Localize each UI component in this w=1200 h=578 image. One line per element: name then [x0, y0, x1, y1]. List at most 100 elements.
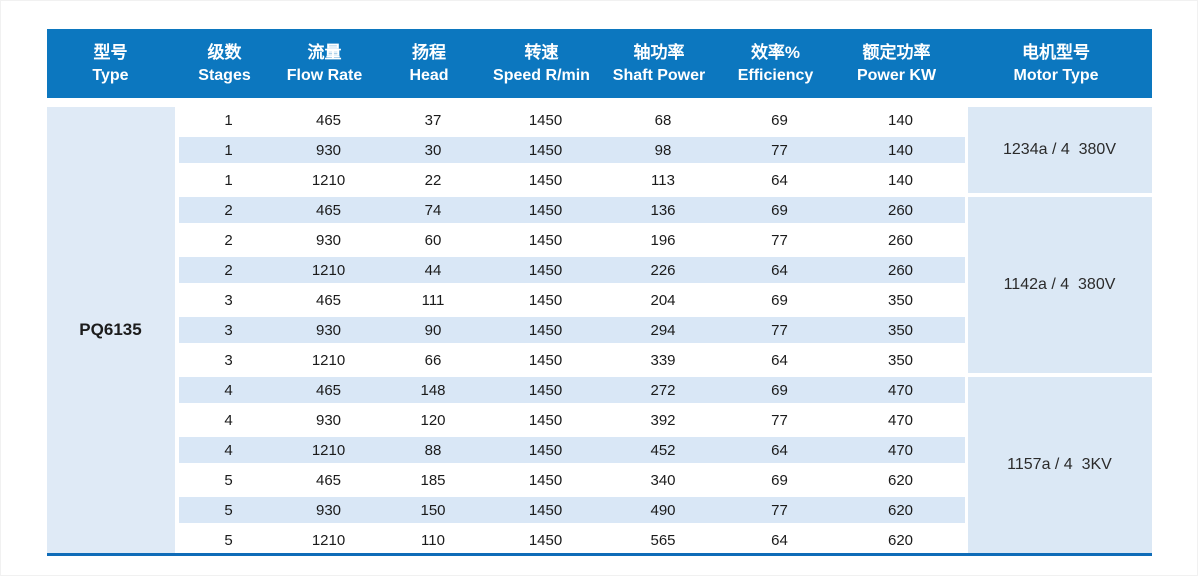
column-header-head: 扬程 Head: [375, 29, 484, 98]
table-row: 1 1210 22 1450 113 64 140: [178, 167, 965, 193]
cell-power-kw: 260: [887, 261, 914, 279]
cell-speed: 1450: [528, 201, 563, 219]
cell-power-kw: 140: [887, 141, 914, 159]
cell-shaft-power: 98: [654, 141, 672, 159]
column-header-efficiency: 效率% Efficiency: [719, 29, 833, 98]
cell-stages: 4: [224, 411, 233, 429]
cell-stages: 1: [224, 171, 233, 189]
cell-efficiency: 69: [771, 471, 788, 489]
cell-stages: 1: [224, 141, 233, 159]
cell-shaft-power: 392: [650, 411, 676, 429]
cell-stages: 2: [224, 261, 233, 279]
cell-flow-rate: 465: [315, 111, 342, 129]
cell-power-kw: 350: [887, 321, 914, 339]
motor-type-cell: 1157a / 4 3KV: [967, 377, 1152, 553]
column-header-zh: 电机型号: [1022, 42, 1090, 62]
table-row: 5 465 185 1450 340 69 620: [178, 467, 965, 493]
column-header-stages: 级数 Stages: [175, 29, 275, 98]
column-header-zh: 级数: [207, 42, 242, 62]
cell-stages: 2: [224, 201, 233, 219]
cell-shaft-power: 339: [650, 351, 676, 369]
cell-power-kw: 620: [887, 501, 914, 519]
table-row: 3 930 90 1450 294 77 350: [178, 317, 965, 343]
column-header-zh: 轴功率: [633, 42, 685, 62]
cell-flow-rate: 465: [315, 471, 342, 489]
cell-stages: 4: [224, 381, 233, 399]
column-header-en: Power KW: [856, 66, 937, 84]
cell-head: 74: [424, 201, 442, 219]
cell-flow-rate: 930: [315, 321, 342, 339]
column-header-zh: 型号: [93, 42, 128, 62]
motor-type-column: 1234a / 4 380V 1142a / 4 380V 1157a / 4 3K…: [964, 107, 1152, 553]
cell-power-kw: 260: [887, 201, 914, 219]
cell-efficiency: 64: [771, 171, 788, 189]
cell-head: 150: [420, 501, 446, 519]
cell-shaft-power: 136: [650, 201, 676, 219]
cell-flow-rate: 930: [315, 141, 342, 159]
column-header-motor-type: 电机型号 Motor Type: [961, 29, 1152, 98]
cell-power-kw: 260: [887, 231, 914, 249]
cell-power-kw: 140: [887, 171, 914, 189]
cell-shaft-power: 340: [650, 471, 676, 489]
table-row: 3 1210 66 1450 339 64 350: [178, 347, 965, 373]
column-header-speed-r-min: 转速 Speed R/min: [484, 29, 600, 98]
table-row: 3 465 111 1450 204 69 350: [178, 287, 965, 313]
cell-head: 37: [424, 111, 442, 129]
cell-speed: 1450: [528, 411, 563, 429]
cell-shaft-power: 204: [650, 291, 676, 309]
cell-efficiency: 77: [771, 501, 788, 519]
cell-head: 111: [421, 291, 445, 309]
cell-shaft-power: 490: [650, 501, 676, 519]
cell-efficiency: 64: [771, 441, 788, 459]
table-body: PQ6135 1 465 37 1450 68 69 140 1 930 30 1450 98 77 14…: [46, 107, 1152, 553]
motor-type-cell: 1234a / 4 380V: [967, 107, 1152, 193]
motor-type-cell: 1142a / 4 380V: [967, 197, 1152, 373]
cell-shaft-power: 68: [654, 111, 672, 129]
cell-power-kw: 620: [887, 471, 914, 489]
cell-flow-rate: 465: [315, 201, 342, 219]
column-header-en: Speed R/min: [493, 66, 590, 84]
column-header-flow-rate: 流量 Flow Rate: [275, 29, 375, 98]
cell-speed: 1450: [528, 381, 563, 399]
column-header-en: Shaft Power: [612, 66, 706, 84]
column-header-zh: 扬程: [412, 42, 446, 62]
column-header-en: Stages: [198, 66, 251, 84]
data-rows: 1 465 37 1450 68 69 140 1 930 30 1450 98 77 140 1 1210 2…: [174, 107, 965, 553]
cell-head: 66: [424, 351, 442, 369]
cell-flow-rate: 1210: [311, 261, 346, 279]
table-row: 5 1210 110 1450 565 64 620: [178, 527, 965, 553]
cell-speed: 1450: [528, 111, 563, 129]
cell-flow-rate: 465: [315, 381, 342, 399]
cell-head: 60: [424, 231, 442, 249]
column-header-zh: 额定功率: [862, 42, 931, 62]
table-row: 4 1210 88 1450 452 64 470: [178, 437, 965, 463]
cell-efficiency: 77: [771, 321, 788, 339]
cell-efficiency: 77: [771, 411, 788, 429]
cell-speed: 1450: [528, 441, 563, 459]
cell-flow-rate: 1210: [311, 351, 346, 369]
table-row: 2 465 74 1450 136 69 260: [178, 197, 965, 223]
cell-stages: 4: [224, 441, 233, 459]
cell-efficiency: 64: [771, 351, 788, 369]
cell-speed: 1450: [528, 261, 563, 279]
pump-spec-table: 型号 Type 级数 Stages 流量 Flow Rate 扬程 Head 转速 Speed R…: [46, 29, 1152, 556]
cell-head: 44: [424, 261, 442, 279]
cell-shaft-power: 272: [650, 381, 676, 399]
cell-stages: 5: [224, 501, 233, 519]
cell-shaft-power: 452: [650, 441, 676, 459]
cell-power-kw: 620: [887, 531, 914, 549]
cell-speed: 1450: [528, 531, 563, 549]
cell-efficiency: 77: [771, 141, 788, 159]
cell-efficiency: 69: [771, 291, 788, 309]
cell-efficiency: 69: [771, 201, 788, 219]
cell-shaft-power: 226: [650, 261, 676, 279]
cell-efficiency: 69: [771, 381, 788, 399]
cell-power-kw: 140: [887, 111, 914, 129]
cell-speed: 1450: [528, 171, 563, 189]
cell-efficiency: 77: [771, 231, 788, 249]
cell-speed: 1450: [528, 321, 563, 339]
cell-stages: 3: [224, 351, 233, 369]
cell-speed: 1450: [528, 501, 563, 519]
table-bottom-border: [46, 553, 1152, 556]
